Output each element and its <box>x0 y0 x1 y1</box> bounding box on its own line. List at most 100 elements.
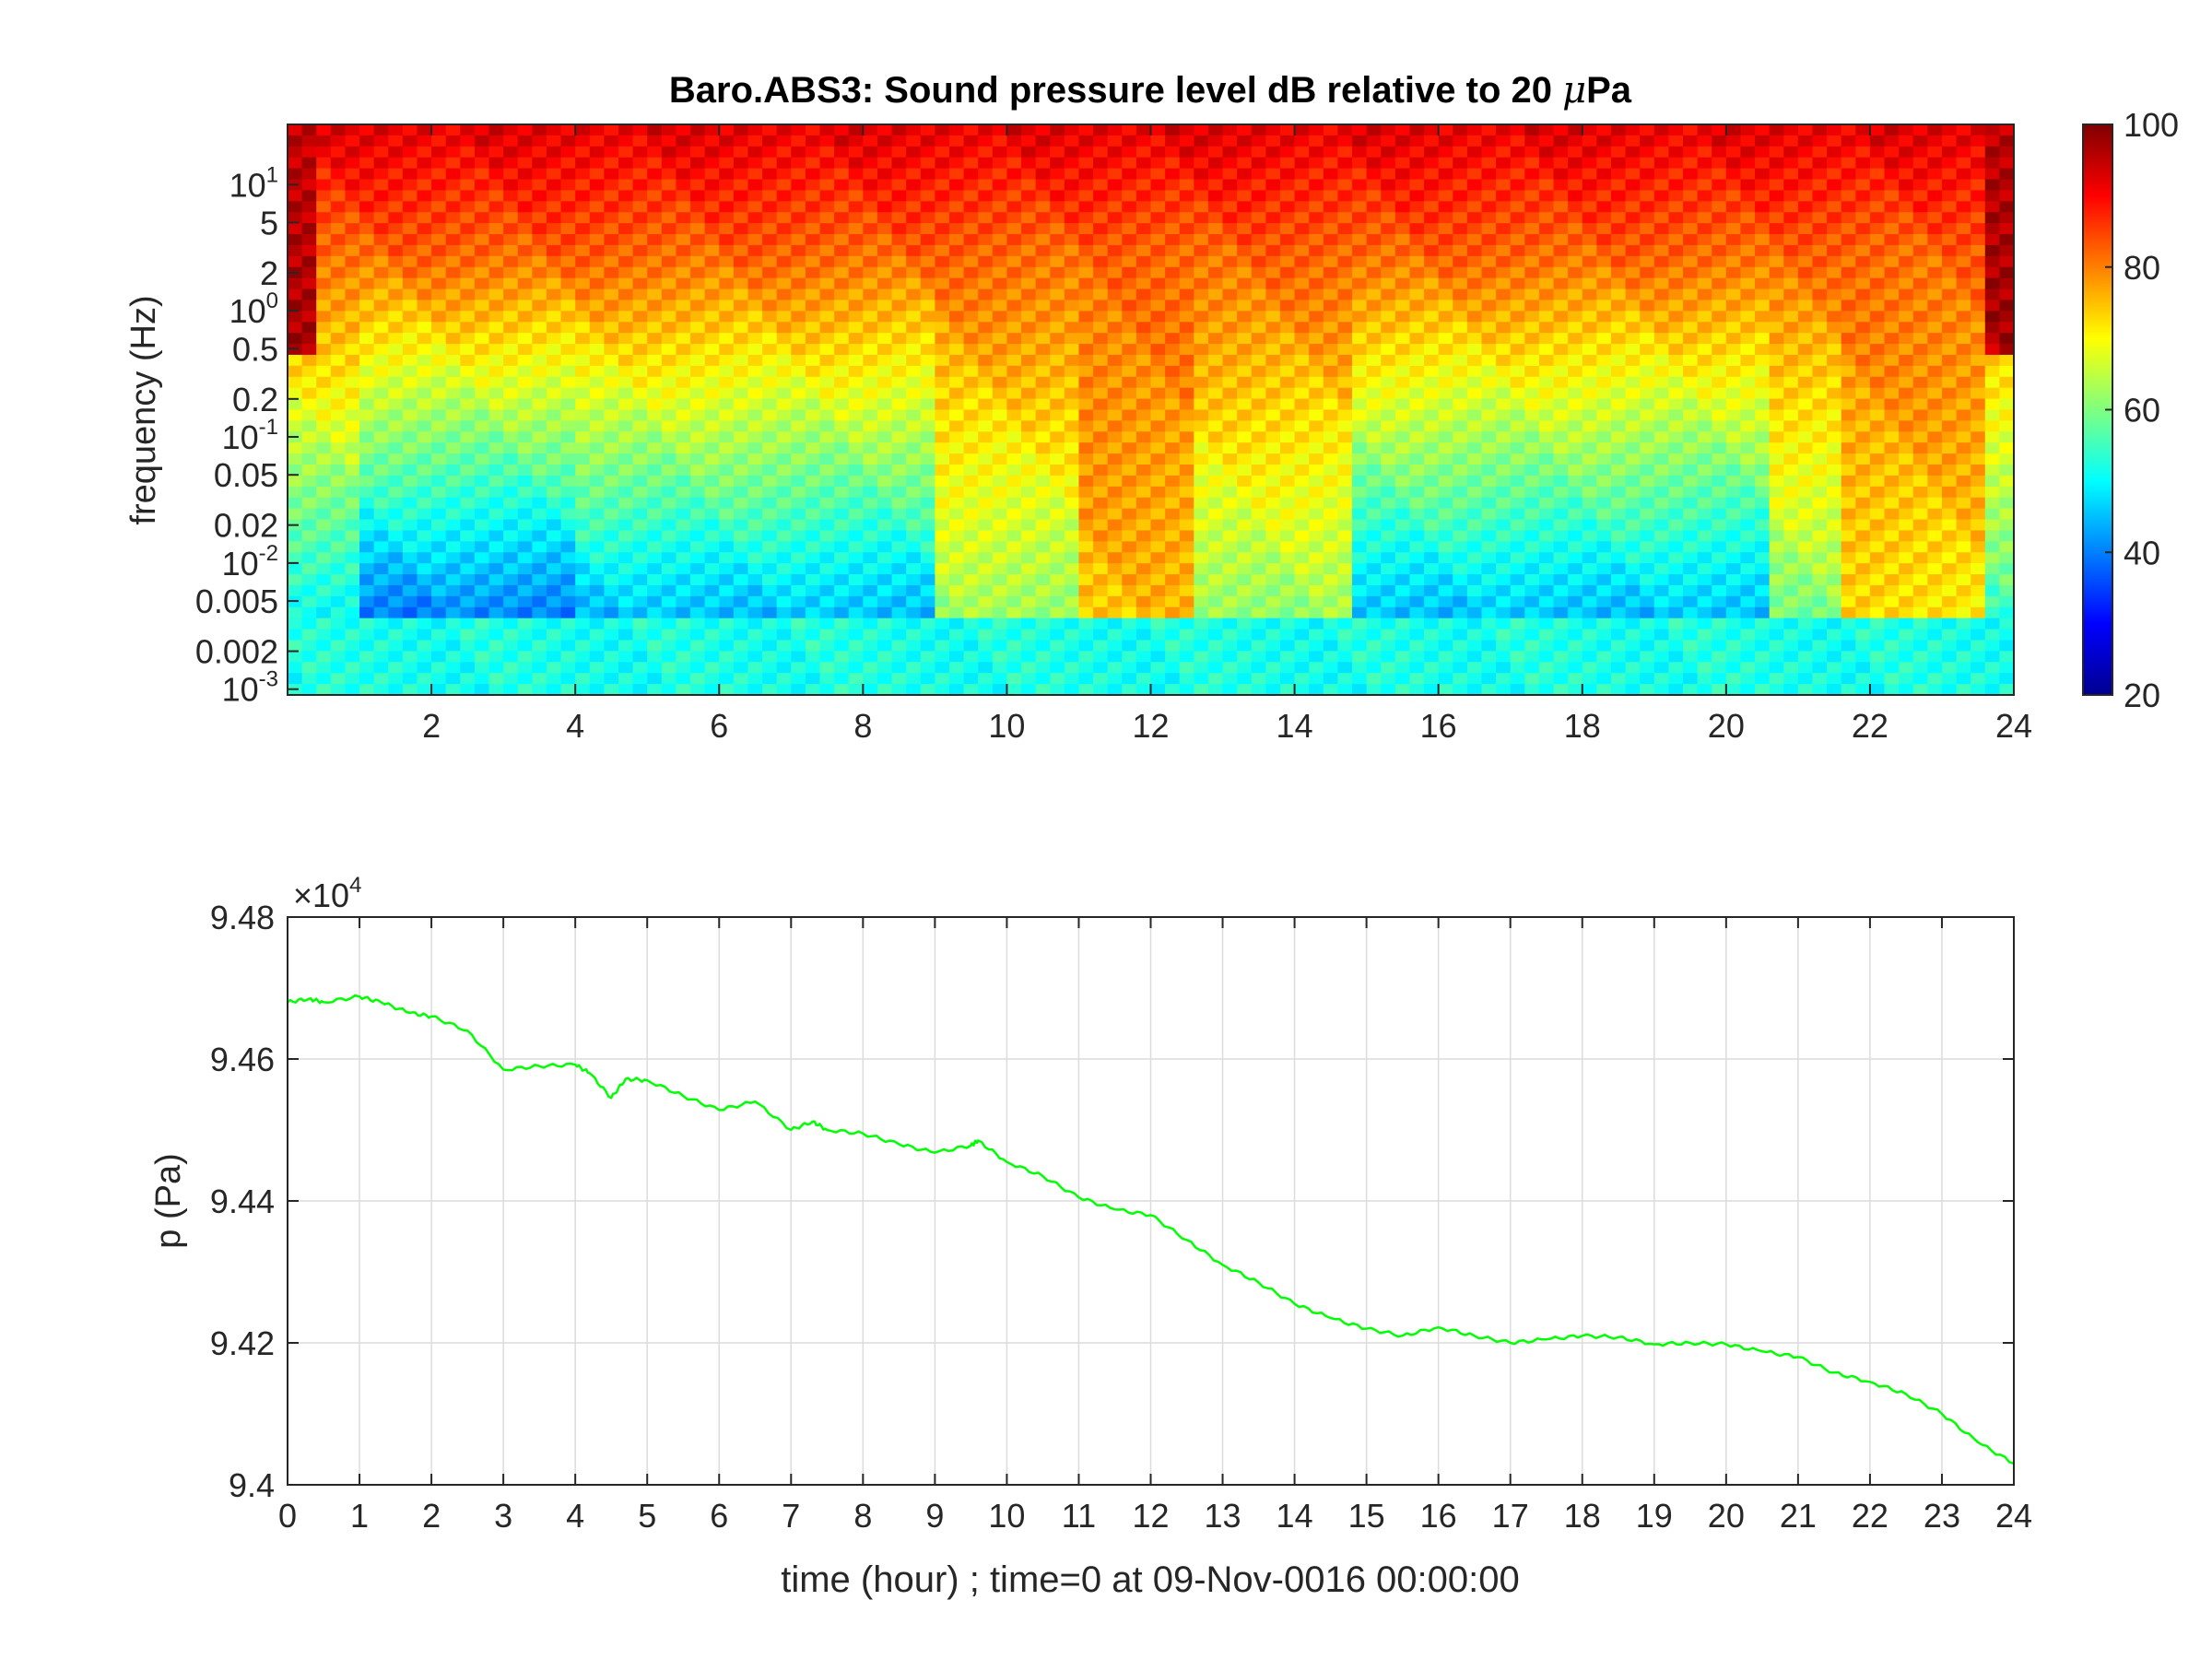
spectrogram-cell <box>1323 244 1339 257</box>
spectrogram-cell <box>301 311 317 323</box>
spectrogram-cell <box>848 168 864 181</box>
spectrogram-cell <box>445 409 461 421</box>
spectrogram-cell <box>618 179 634 192</box>
spectrogram-cell <box>834 640 850 652</box>
spectrogram-cell <box>1337 651 1353 663</box>
spectrogram-cell <box>906 266 922 279</box>
spectrogram-cell <box>948 344 965 356</box>
spectrogram-cell <box>1194 606 1209 619</box>
spectrogram-cell <box>1653 398 1669 411</box>
spectrogram-cell <box>935 453 950 465</box>
spectrogram-cell <box>1064 409 1080 421</box>
spectrogram-cell <box>402 651 418 663</box>
spectrogram-cell <box>719 629 735 641</box>
spectrogram-cell <box>848 563 864 575</box>
spectrogram-cell <box>791 322 806 334</box>
spectrogram-cell <box>560 146 576 159</box>
spectrogram-cell <box>1135 190 1152 202</box>
spectrogram-cell <box>1237 201 1253 213</box>
spectrogram-cell <box>963 135 979 147</box>
spectrogram-cell <box>992 376 1008 389</box>
spectrogram-cell <box>345 201 360 213</box>
spectrogram-cell <box>1251 135 1266 147</box>
spectrogram-cell <box>676 541 691 553</box>
spectrogram-cell <box>1093 508 1109 521</box>
spectrogram-cell <box>819 255 835 268</box>
spectrogram-cell <box>417 398 432 411</box>
spectrogram-cell <box>690 420 706 432</box>
spectrogram-cell <box>1496 465 1512 477</box>
spectrogram-cell <box>1265 190 1281 202</box>
spectrogram-cell <box>978 574 994 586</box>
spectrogram-cell <box>1381 365 1396 378</box>
spectrogram-cell <box>1050 387 1065 400</box>
spectrogram-cell <box>503 651 519 663</box>
spectrogram-cell <box>1165 684 1181 695</box>
spectrogram-cell <box>776 266 792 279</box>
spectrogram-cell <box>1265 409 1281 421</box>
spectrogram-cell <box>589 354 605 367</box>
spectrogram-cell <box>1524 212 1540 224</box>
spectrogram-cell <box>359 519 375 532</box>
spectrogram-cell <box>1323 618 1339 630</box>
spectrogram-cell <box>747 629 763 641</box>
spectrogram-cell <box>1424 354 1440 367</box>
spectrogram-cell <box>1006 651 1022 663</box>
spectrogram-cell <box>1640 212 1655 224</box>
spectrogram-cell <box>1424 552 1440 564</box>
spectrogram-cell <box>316 651 332 663</box>
spectrogram-cell <box>503 563 519 575</box>
spectrogram-cell <box>1006 266 1022 279</box>
spectrogram-cell <box>388 266 404 279</box>
spectrogram-cell <box>1538 244 1555 257</box>
spectrogram-cell <box>834 530 850 542</box>
spectrogram-cell <box>1596 420 1612 432</box>
spectrogram-cell <box>906 541 922 553</box>
spectrogram-cell <box>1553 124 1569 136</box>
spectrogram-cell <box>1194 201 1209 213</box>
spectrogram-cell <box>877 223 893 235</box>
spectrogram-cell <box>1237 530 1253 542</box>
spectrogram-cell <box>1381 541 1396 553</box>
spectrogram-cell <box>632 244 648 257</box>
spectrogram-cell <box>661 255 677 268</box>
spectrogram-cell <box>963 552 979 564</box>
spectrogram-cell <box>690 157 706 170</box>
spectrogram-cell <box>704 431 720 443</box>
spectrogram-cell <box>575 223 591 235</box>
spectrogram-cell <box>1510 244 1525 257</box>
spectrogram-cell <box>661 563 677 575</box>
spectrogram-cell <box>1093 322 1109 334</box>
spectrogram-cell <box>1207 563 1224 575</box>
spectrogram-cell <box>1050 420 1065 432</box>
spectrogram-cell <box>1453 584 1468 597</box>
spectrogram-cell <box>1466 629 1483 641</box>
spectrogram-cell <box>1050 376 1065 389</box>
spectrogram-cell <box>1582 344 1597 356</box>
spectrogram-cell <box>604 574 619 586</box>
spectrogram-cell <box>460 387 476 400</box>
spectrogram-cell <box>1165 212 1181 224</box>
spectrogram-cell <box>963 266 979 279</box>
spectrogram-cell <box>834 277 850 290</box>
spectrogram-cell <box>992 244 1008 257</box>
spectrogram-cell <box>1050 574 1065 586</box>
spectrogram-cell <box>1294 212 1310 224</box>
spectrogram-cell <box>1510 442 1525 454</box>
spectrogram-cell <box>1640 465 1655 477</box>
spectrogram-cell <box>719 595 735 608</box>
spectrogram-cell <box>1668 124 1684 136</box>
spectrogram-cell <box>647 146 663 159</box>
spectrogram-cell <box>460 190 476 202</box>
spectrogram-cell <box>1207 387 1224 400</box>
spectrogram-cell <box>1279 300 1296 312</box>
spectrogram-cell <box>690 190 706 202</box>
spectrogram-cell <box>1366 618 1382 630</box>
spectrogram-cell <box>1453 157 1468 170</box>
spectrogram-cell <box>978 486 994 499</box>
spectrogram-cell <box>1207 179 1224 192</box>
spectrogram-cell <box>1222 365 1238 378</box>
spectrogram-cell <box>963 684 979 695</box>
spectrogram-cell <box>690 606 706 619</box>
spectrogram-cell <box>1251 442 1266 454</box>
